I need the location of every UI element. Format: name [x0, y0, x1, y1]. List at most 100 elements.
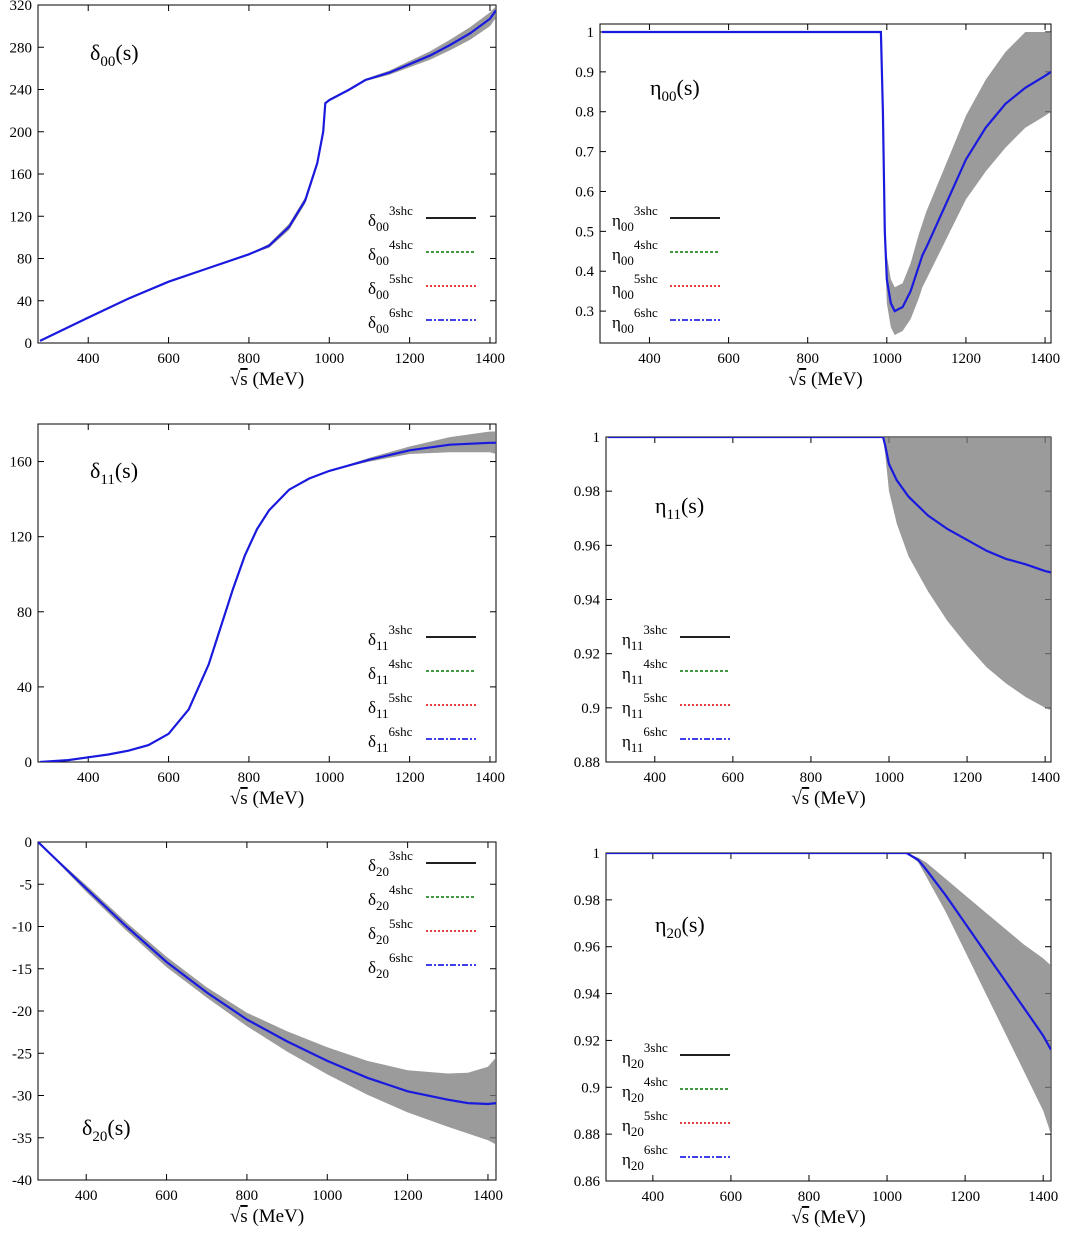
- legend-superscript: 4shc: [389, 237, 413, 252]
- y-tick-label: 0.92: [574, 647, 600, 663]
- y-tick-label: 0.94: [574, 987, 601, 1003]
- x-tick-label: 1200: [395, 770, 425, 786]
- title-argument: (s): [677, 75, 700, 100]
- legend-superscript: 3shc: [644, 1040, 668, 1055]
- title-subscript: 11: [100, 472, 114, 488]
- x-tick-label: 800: [238, 351, 261, 367]
- panel-title: δ11(s): [90, 458, 138, 488]
- legend-subscript: 20: [631, 1158, 644, 1173]
- x-tick-label: 400: [642, 1189, 665, 1205]
- title-argument: (s): [115, 40, 138, 65]
- y-tick-label: 0.4: [575, 264, 594, 280]
- panel-title: η20(s): [655, 912, 705, 942]
- legend-label: η004shc: [612, 237, 658, 268]
- y-tick-label: 0.86: [574, 1174, 601, 1190]
- title-subscript: 20: [92, 1129, 107, 1145]
- legend-symbol: η: [622, 630, 631, 649]
- legend-label: δ206shc: [368, 950, 413, 981]
- x-tick-label: 1200: [393, 1188, 423, 1204]
- y-tick-label: 0.96: [574, 940, 601, 956]
- panel-title: η11(s): [655, 493, 704, 523]
- title-symbol: δ: [90, 40, 100, 65]
- series-line: [38, 842, 496, 1106]
- legend-label: η203shc: [622, 1040, 668, 1071]
- x-label-root: √: [791, 1207, 802, 1228]
- legend-subscript: 00: [621, 219, 634, 234]
- legend-label: η204shc: [622, 1074, 668, 1105]
- x-label-unit: (MeV): [809, 1207, 865, 1228]
- y-tick-label: 0.94: [574, 593, 601, 609]
- legend-subscript: 00: [376, 253, 389, 268]
- title-symbol: η: [655, 912, 667, 937]
- legend-label: η115shc: [622, 690, 667, 721]
- y-tick-label: 0: [25, 755, 33, 771]
- chart-d20: 400 600 800 1000 1200 1400 -40 -35 -30 -25 -20 -15 -…: [12, 835, 503, 1227]
- plot-frame: [37, 423, 497, 763]
- legend-superscript: 5shc: [634, 271, 658, 286]
- x-tick-label: 1400: [473, 1188, 503, 1204]
- legend-symbol: η: [622, 1048, 631, 1067]
- x-tick-label: 1000: [314, 770, 344, 786]
- title-argument: (s): [115, 458, 138, 483]
- error-band: [606, 853, 1051, 1135]
- y-tick-label: 80: [17, 605, 32, 621]
- legend-subscript: 20: [631, 1056, 644, 1071]
- legend-symbol: η: [612, 313, 621, 332]
- legend-superscript: 3shc: [389, 622, 413, 637]
- y-tick-label: 160: [10, 167, 33, 183]
- legend-symbol: η: [622, 1082, 631, 1101]
- x-tick-label: 800: [796, 351, 819, 367]
- y-tick-label: -20: [12, 1004, 32, 1020]
- x-tick-label: 1200: [950, 1189, 980, 1205]
- legend-superscript: 6shc: [643, 724, 667, 739]
- series-line: [606, 853, 1051, 1051]
- legend-subscript: 11: [631, 638, 644, 653]
- y-tick-label: 120: [10, 530, 33, 546]
- x-tick-label: 400: [77, 770, 100, 786]
- y-tick-label: 0.88: [574, 1127, 600, 1143]
- series-line: [602, 30, 1051, 313]
- y-tick-label: 0.9: [575, 65, 594, 81]
- x-axis-label: √s (MeV): [230, 788, 304, 809]
- x-tick-label: 1000: [872, 1189, 902, 1205]
- x-axis-label: √s (MeV): [788, 369, 862, 390]
- legend-label: δ004shc: [368, 237, 413, 268]
- title-argument: (s): [107, 1115, 130, 1140]
- y-tick-label: 40: [17, 680, 32, 696]
- x-label-unit: (MeV): [248, 788, 304, 809]
- x-tick-label: 1000: [314, 351, 344, 367]
- legend-superscript: 5shc: [389, 916, 413, 931]
- legend-superscript: 5shc: [643, 690, 667, 705]
- y-tick-label: 0.5: [575, 224, 594, 240]
- legend-symbol: δ: [368, 856, 376, 875]
- legend-superscript: 4shc: [389, 656, 413, 671]
- x-tick-label: 1400: [475, 351, 505, 367]
- legend-label: η113shc: [622, 622, 667, 653]
- title-symbol: δ: [90, 458, 100, 483]
- y-tick-label: 0.96: [574, 538, 601, 554]
- x-tick-label: 1200: [951, 351, 981, 367]
- x-tick-label: 1400: [475, 770, 505, 786]
- y-tick-label: 0.6: [575, 184, 594, 200]
- legend-subscript: 20: [376, 864, 389, 879]
- x-axis-label: √s (MeV): [230, 1206, 304, 1227]
- y-tick-label: 0.9: [581, 1080, 600, 1096]
- y-tick-label: 80: [17, 252, 32, 268]
- y-tick-label: 120: [10, 209, 33, 225]
- x-tick-label: 600: [722, 770, 745, 786]
- x-tick-label: 1200: [952, 770, 982, 786]
- error-band: [40, 6, 496, 341]
- legend-superscript: 5shc: [389, 690, 413, 705]
- x-label-var: s: [240, 1206, 247, 1227]
- legend-label: η116shc: [622, 724, 667, 755]
- legend-superscript: 6shc: [634, 305, 658, 320]
- y-tick-label: 0.92: [574, 1033, 600, 1049]
- plot-frame: [605, 852, 1052, 1182]
- legend-symbol: δ: [368, 211, 376, 230]
- legend-subscript: 11: [631, 706, 644, 721]
- x-tick-label: 1000: [874, 770, 904, 786]
- legend-subscript: 20: [376, 898, 389, 913]
- title-argument: (s): [681, 493, 704, 518]
- x-tick-label: 800: [798, 1189, 821, 1205]
